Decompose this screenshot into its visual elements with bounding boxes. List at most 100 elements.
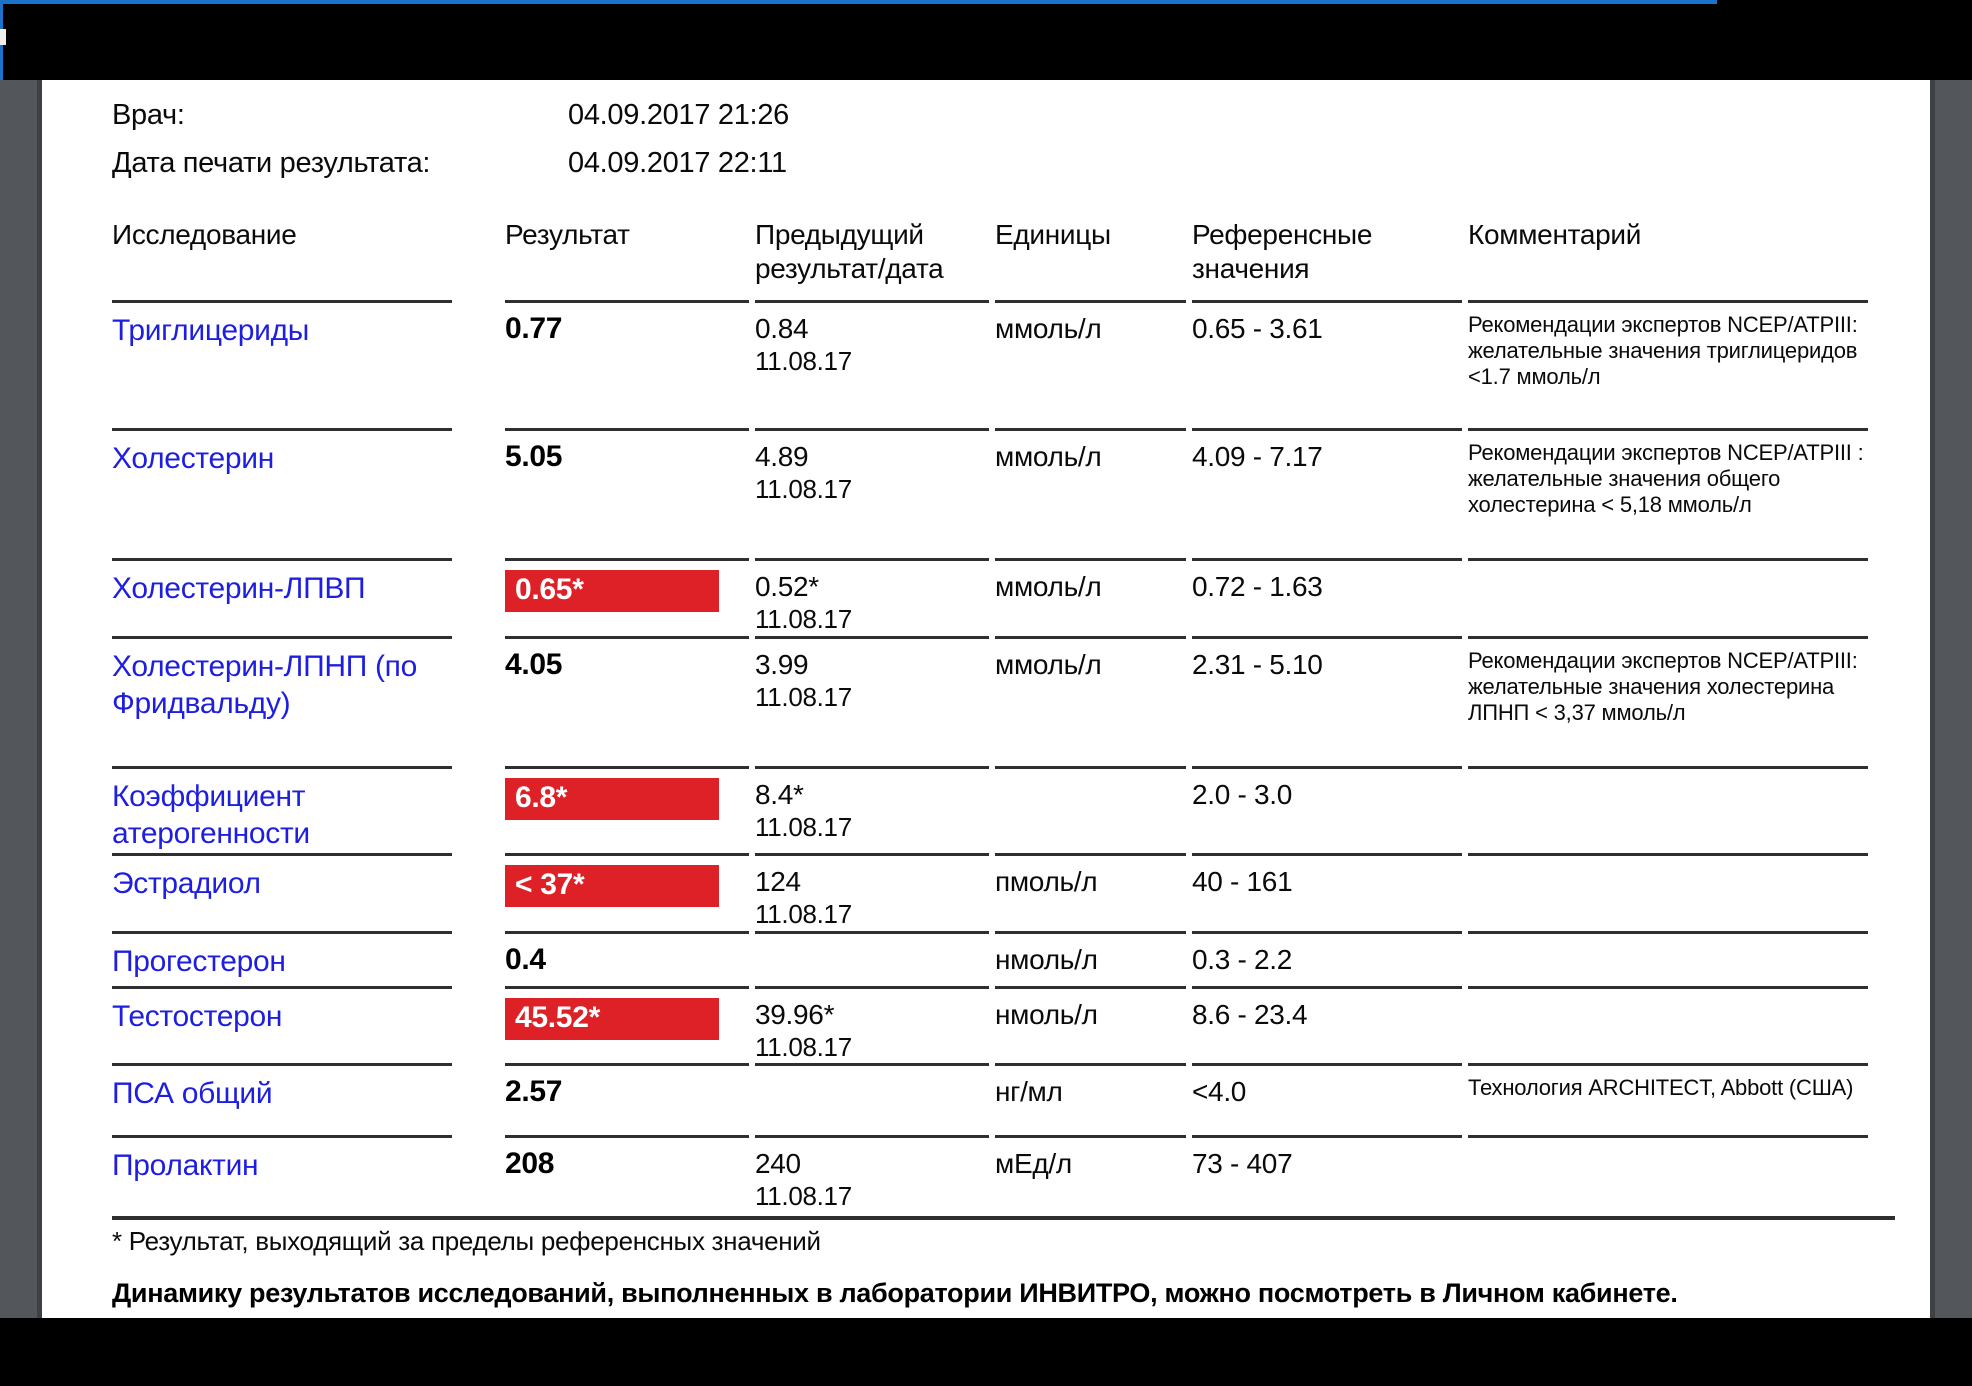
result-value-cell: < 37* <box>505 853 749 931</box>
units-cell: ммоль/л <box>995 636 1186 766</box>
previous-result-value: 0.52* <box>755 571 819 602</box>
units-cell: ммоль/л <box>995 558 1186 636</box>
comment-cell <box>1468 558 1868 636</box>
previous-result-date: 11.08.17 <box>755 1032 852 1062</box>
test-name-link[interactable]: Коэффициент атерогенности <box>112 766 452 853</box>
print-date-row: Дата печати результата: 04.09.2017 22:11 <box>112 146 787 180</box>
result-row: Эстрадиол < 37* 124 11.08.17 пмоль/л 40 - 161 <box>112 853 1895 931</box>
comment-cell <box>1468 931 1868 986</box>
result-row: Триглицериды 0.77 0.84 11.08.17 ммоль/л 0.65 … <box>112 300 1895 428</box>
result-value-cell: 45.52* <box>505 986 749 1063</box>
reference-range-cell: 0.3 - 2.2 <box>1192 931 1462 986</box>
previous-result-cell: 240 11.08.17 <box>755 1135 989 1216</box>
page-margin-right[interactable] <box>1930 80 1972 1318</box>
units-cell: мЕд/л <box>995 1135 1186 1216</box>
comment-cell: Технология ARCHITECT, Abbott (США) <box>1468 1063 1868 1135</box>
units-cell: нмоль/л <box>995 931 1186 986</box>
result-value: 2.57 <box>505 1075 563 1108</box>
reference-range-cell: <4.0 <box>1192 1063 1462 1135</box>
results-table: Исследование Результат Предыдущий результа… <box>112 212 1895 1220</box>
out-of-range-highlight: 6.8* <box>505 778 719 820</box>
doctor-label: Врач: <box>112 99 185 131</box>
result-row: Холестерин-ЛПНП (по Фридвальду) 4.05 3.99 1… <box>112 636 1895 766</box>
previous-result-date: 11.08.17 <box>755 682 852 712</box>
window-left-accent-line <box>0 0 3 90</box>
doctor-row: Врач: 04.09.2017 21:26 <box>112 98 789 132</box>
print-date-label: Дата печати результата: <box>112 147 431 179</box>
reference-range-cell: 0.72 - 1.63 <box>1192 558 1462 636</box>
previous-result-date: 11.08.17 <box>755 812 852 842</box>
reference-range-cell: 2.0 - 3.0 <box>1192 766 1462 853</box>
result-value-cell: 2.57 <box>505 1063 749 1135</box>
previous-result-value: 8.4* <box>755 779 804 810</box>
test-name-link[interactable]: Тестостерон <box>112 986 452 1063</box>
comment-cell: Рекомендации экспертов NCEP/ATPIII: жела… <box>1468 300 1868 428</box>
result-value-cell: 4.05 <box>505 636 749 766</box>
table-bottom-rule <box>112 1216 1895 1220</box>
page-margin-left <box>0 80 42 1318</box>
result-row: Коэффициент атерогенности 6.8* 8.4* 11.08.1… <box>112 766 1895 853</box>
column-header-study: Исследование <box>112 219 297 250</box>
previous-result-cell: 8.4* 11.08.17 <box>755 766 989 853</box>
column-header-result: Результат <box>505 219 630 250</box>
result-value: 0.4 <box>505 943 546 976</box>
reference-range-cell: 40 - 161 <box>1192 853 1462 931</box>
reference-range-cell: 8.6 - 23.4 <box>1192 986 1462 1063</box>
previous-result-cell: 124 11.08.17 <box>755 853 989 931</box>
test-name-link[interactable]: Холестерин-ЛПНП (по Фридвальду) <box>112 636 452 766</box>
redacted-bottom-bar <box>0 1318 1972 1386</box>
test-name-link[interactable]: Эстрадиол <box>112 853 452 931</box>
previous-result-cell: 39.96* 11.08.17 <box>755 986 989 1063</box>
previous-result-value: 3.99 <box>755 649 809 680</box>
reference-range-cell: 73 - 407 <box>1192 1135 1462 1216</box>
result-value-cell: 0.65* <box>505 558 749 636</box>
previous-result-date: 11.08.17 <box>755 1181 852 1211</box>
result-row: ПСА общий 2.57 нг/мл <4.0 Технология ARCHITE… <box>112 1063 1895 1135</box>
units-cell: нмоль/л <box>995 986 1186 1063</box>
result-value: 208 <box>505 1147 555 1180</box>
reference-range-cell: 0.65 - 3.61 <box>1192 300 1462 428</box>
previous-result-date: 11.08.17 <box>755 899 852 929</box>
result-value-cell: 208 <box>505 1135 749 1216</box>
comment-cell: Рекомендации экспертов NCEP/ATPIII: жела… <box>1468 636 1868 766</box>
column-header-reference: Референсные значения <box>1192 219 1373 284</box>
print-datetime: 04.09.2017 22:11 <box>568 147 787 179</box>
previous-result-date: 11.08.17 <box>755 474 852 504</box>
column-header-comment: Комментарий <box>1468 219 1642 250</box>
comment-cell <box>1468 1135 1868 1216</box>
units-cell: нг/мл <box>995 1063 1186 1135</box>
units-cell: ммоль/л <box>995 300 1186 428</box>
column-header-units: Единицы <box>995 219 1111 250</box>
test-name-link[interactable]: Холестерин <box>112 428 452 558</box>
units-cell: ммоль/л <box>995 428 1186 558</box>
result-value-cell: 6.8* <box>505 766 749 853</box>
out-of-range-highlight: < 37* <box>505 865 719 907</box>
units-cell: пмоль/л <box>995 853 1186 931</box>
comment-cell <box>1468 986 1868 1063</box>
previous-result-value: 124 <box>755 866 801 897</box>
comment-cell <box>1468 766 1868 853</box>
previous-result-date: 11.08.17 <box>755 346 852 376</box>
result-value-cell: 5.05 <box>505 428 749 558</box>
previous-result-cell: 0.52* 11.08.17 <box>755 558 989 636</box>
result-value: 0.77 <box>505 312 563 345</box>
previous-result-cell: 4.89 11.08.17 <box>755 428 989 558</box>
result-row: Холестерин-ЛПВП 0.65* 0.52* 11.08.17 ммоль/л… <box>112 558 1895 636</box>
test-name-link[interactable]: Прогестерон <box>112 931 452 986</box>
test-name-link[interactable]: Пролактин <box>112 1135 452 1216</box>
previous-result-value: 240 <box>755 1148 801 1179</box>
redacted-top-bar <box>0 0 1972 80</box>
result-value-cell: 0.4 <box>505 931 749 986</box>
doctor-datetime: 04.09.2017 21:26 <box>568 99 789 131</box>
test-name-link[interactable]: Триглицериды <box>112 300 452 428</box>
result-value: 5.05 <box>505 440 563 473</box>
previous-result-value: 0.84 <box>755 313 809 344</box>
test-name-link[interactable]: Холестерин-ЛПВП <box>112 558 452 636</box>
table-header-row: Исследование Результат Предыдущий результа… <box>112 212 1895 300</box>
column-header-previous: Предыдущий результат/дата <box>755 219 944 284</box>
out-of-range-highlight: 45.52* <box>505 998 719 1040</box>
comment-cell <box>1468 853 1868 931</box>
test-name-link[interactable]: ПСА общий <box>112 1063 452 1135</box>
result-row: Холестерин 5.05 4.89 11.08.17 ммоль/л 4.09 - … <box>112 428 1895 558</box>
